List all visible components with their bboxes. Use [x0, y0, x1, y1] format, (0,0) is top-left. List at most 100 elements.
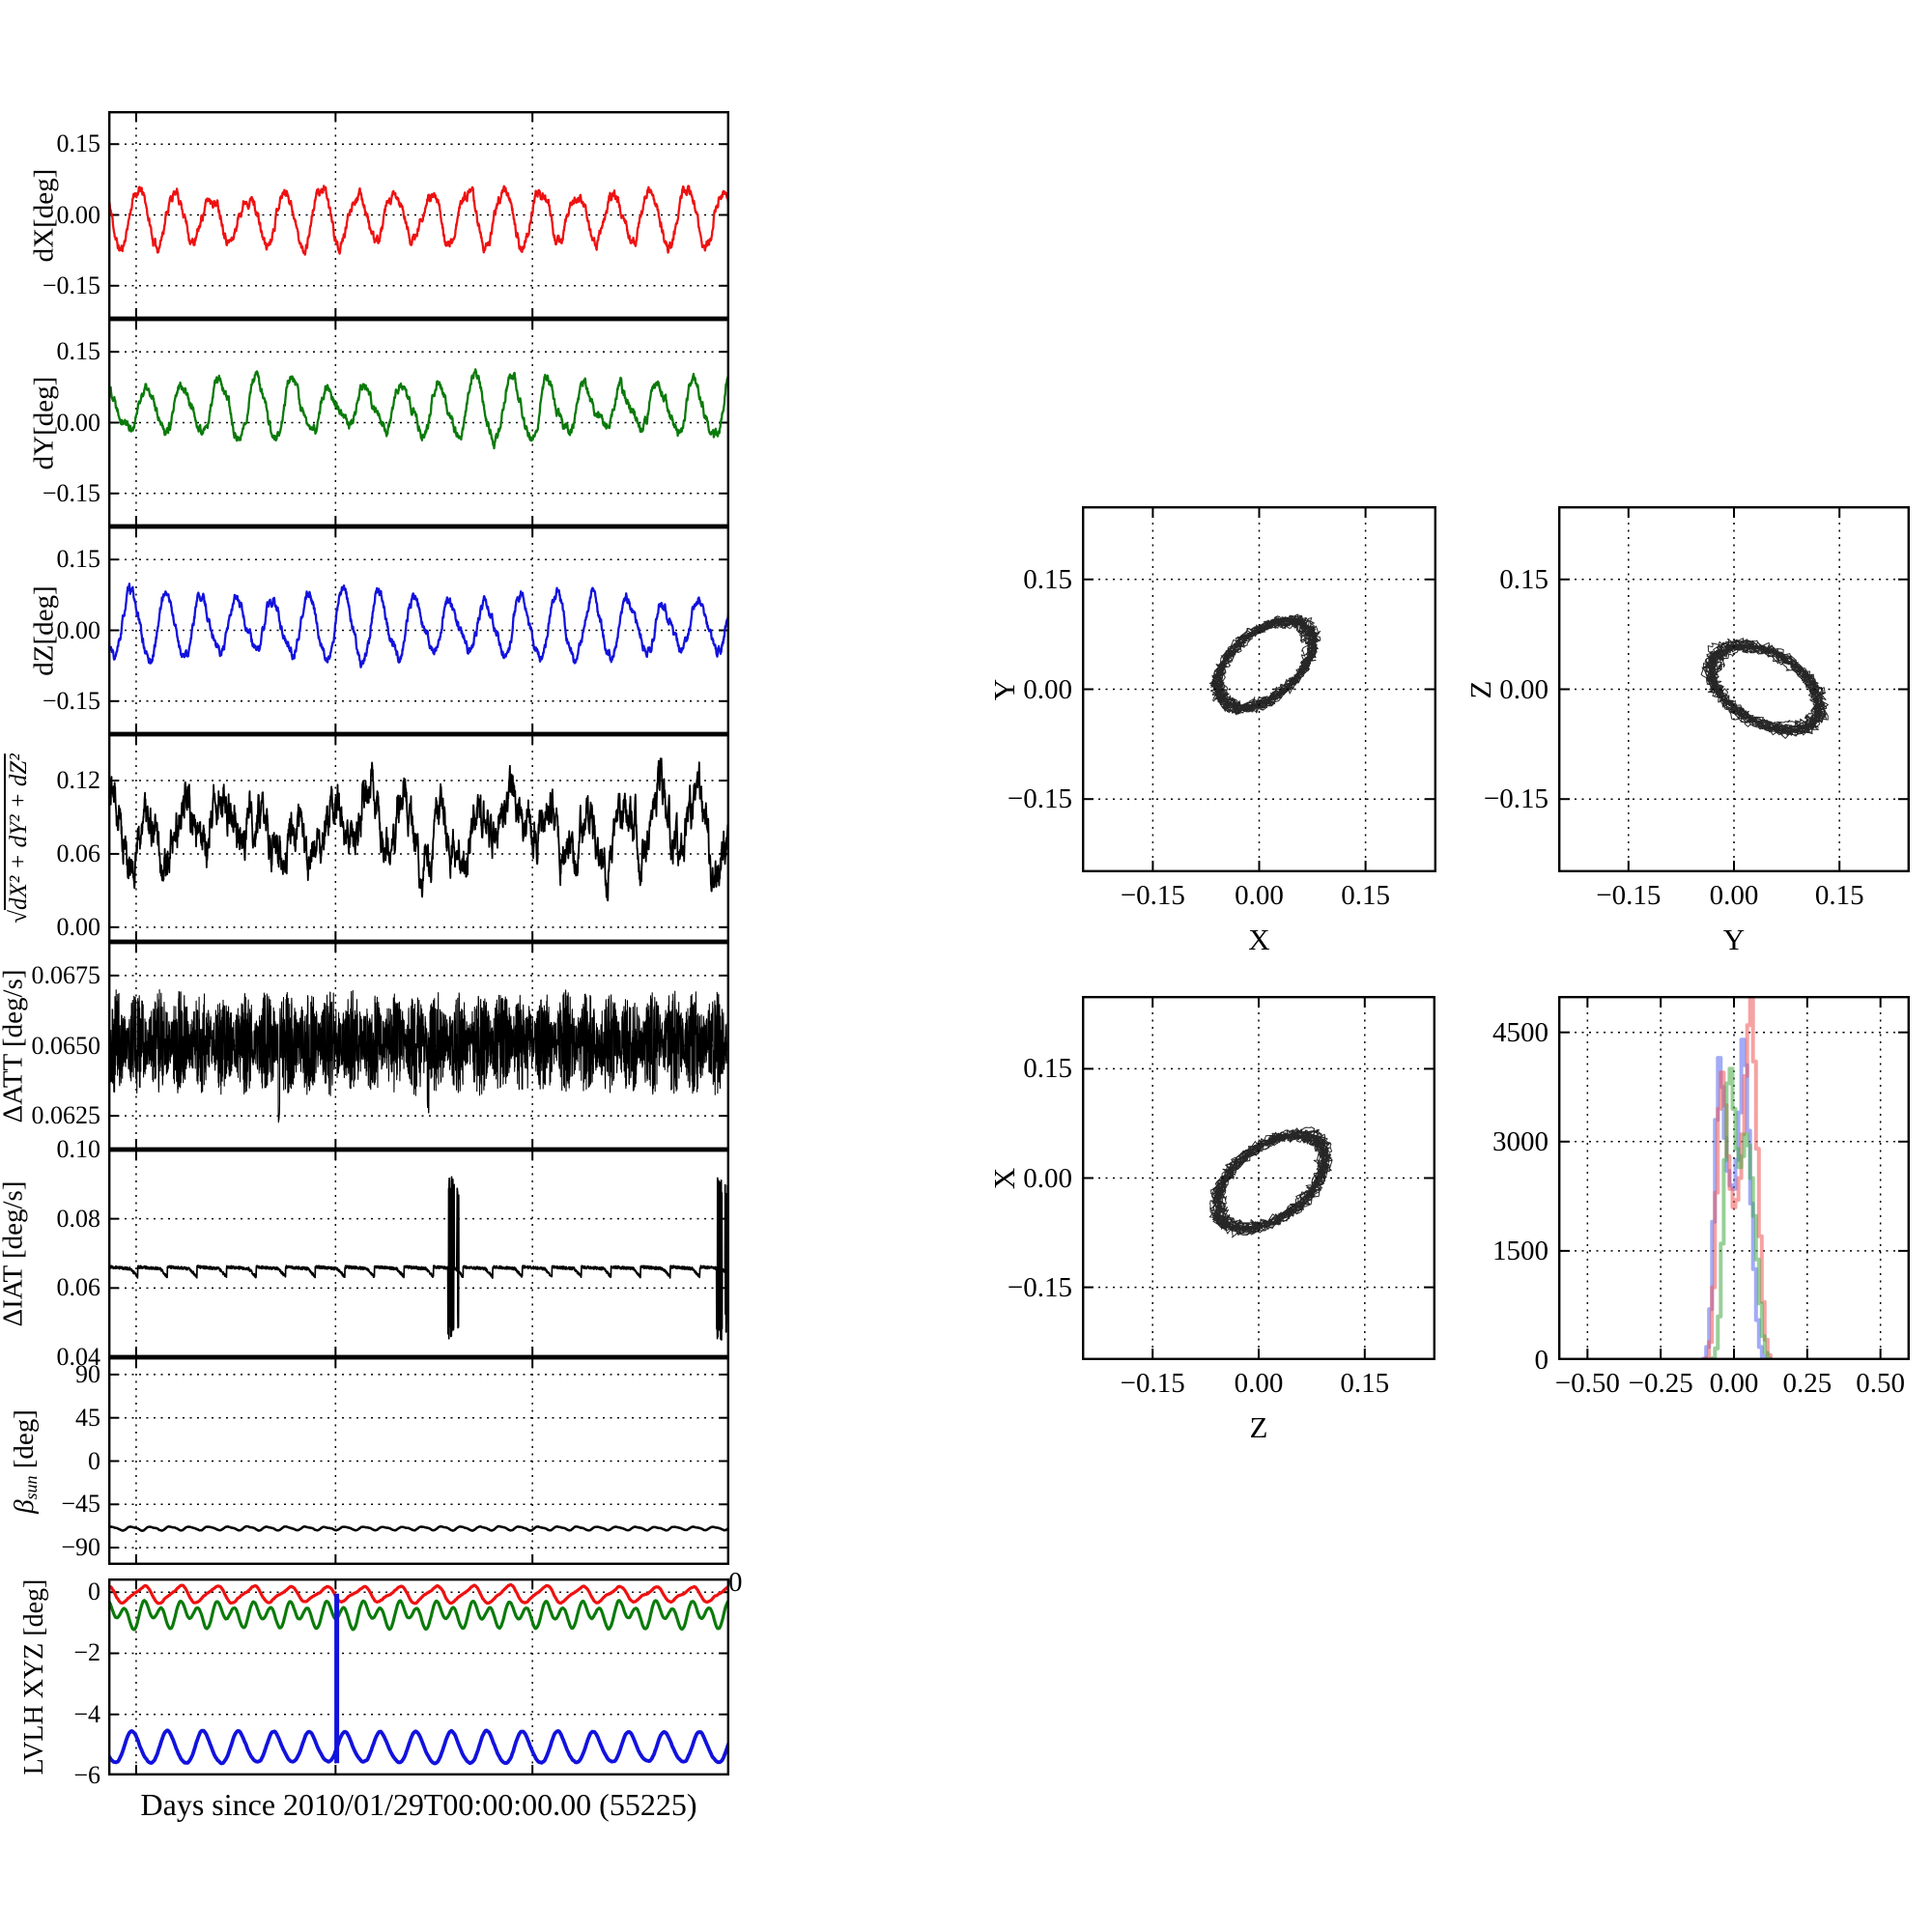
panel-dATT — [108, 942, 729, 1150]
dATT-plot-svg — [108, 942, 729, 1150]
hist-series-dY — [1710, 1066, 1773, 1360]
scatter-Z-vs-Y-xaxis-label: Y — [1722, 923, 1746, 956]
scatter-X-vs-Z-xtick-label: −0.15 — [1120, 1368, 1185, 1399]
dZ-axis-label: dZ[deg] — [28, 584, 60, 676]
mag-ytick-label: 0.06 — [56, 838, 101, 867]
histogram-plot-svg — [1558, 996, 1910, 1360]
mag-series-0 — [108, 757, 729, 902]
bsun-ytick-label: −45 — [61, 1490, 100, 1519]
dATT-ytick-label: 0.0650 — [31, 1031, 101, 1060]
lvlh-series-2 — [108, 1728, 729, 1766]
panel-bsun — [108, 1357, 729, 1565]
lvlh-ytick-label: −6 — [73, 1761, 100, 1789]
mag-plot-svg — [108, 734, 729, 942]
scatter-X-vs-Z-xtick-label: 0.15 — [1340, 1368, 1390, 1399]
dIAT-plot-svg — [108, 1150, 729, 1357]
panel-scatter-Y-vs-X — [1082, 506, 1436, 872]
scatter-Y-vs-X-yaxis-label: Y — [987, 678, 1021, 700]
scatter-X-vs-Z-ytick-label: 0.00 — [1023, 1162, 1072, 1194]
lvlh-series-1 — [108, 1599, 729, 1632]
dY-axis-label: dY[deg] — [28, 376, 60, 469]
dIAT-series-0 — [108, 1176, 729, 1341]
panel-scatter-Z-vs-Y — [1558, 506, 1910, 872]
scatter-X-vs-Z-yaxis-label: X — [987, 1167, 1021, 1189]
dX-series-0 — [108, 185, 729, 256]
dZ-ytick-label: 0.15 — [56, 545, 101, 574]
scatter-X-vs-Z-xaxis-label: Z — [1249, 1410, 1268, 1444]
scatter-Y-vs-X-ytick-label: 0.15 — [1023, 563, 1072, 595]
bsun-ytick-label: 90 — [75, 1359, 100, 1388]
scatter-Y-vs-X-ytick-label: 0.00 — [1023, 673, 1072, 705]
dIAT-ytick-label: 0.10 — [56, 1135, 101, 1163]
dZ-series-0 — [108, 582, 729, 668]
dATT-ytick-label: 0.0675 — [31, 960, 101, 989]
lvlh-axis-label: LVLH XYZ [deg] — [19, 1578, 49, 1776]
hist-xtick-label: −0.50 — [1554, 1368, 1620, 1399]
X-vs-Z-trajectory — [1208, 1126, 1333, 1238]
dIAT-axis-label: ΔIAT [deg/s] — [0, 1179, 29, 1327]
stray-zero-tick-label: 0 — [728, 1567, 743, 1598]
lvlh-ytick-label: 0 — [88, 1577, 100, 1606]
panel-dY — [108, 319, 729, 526]
hist-series-dX — [1704, 996, 1773, 1360]
scatter-Z-vs-Y-plot-svg — [1558, 506, 1910, 872]
dY-plot-svg — [108, 319, 729, 526]
scatter-Y-vs-X-xtick-label: 0.00 — [1235, 880, 1284, 911]
dX-axis-label: dX[deg] — [28, 168, 60, 262]
bsun-ytick-label: 0 — [88, 1446, 100, 1475]
panel-histogram — [1558, 996, 1910, 1360]
scatter-Z-vs-Y-xtick-label: −0.15 — [1596, 880, 1662, 911]
mag-ytick-label: 0.00 — [56, 912, 101, 941]
hist-xtick-label: 0.25 — [1782, 1368, 1833, 1399]
panel-dX — [108, 111, 729, 319]
hist-xtick-label: −0.25 — [1628, 1368, 1693, 1399]
scatter-Z-vs-Y-ytick-label: 0.00 — [1499, 673, 1548, 705]
scatter-Y-vs-X-xtick-label: −0.15 — [1120, 880, 1185, 911]
panel-scatter-X-vs-Z — [1082, 996, 1435, 1360]
mag-axis-label: √dX² + dY² + dZ² — [6, 753, 32, 923]
lvlh-plot-svg — [108, 1578, 729, 1776]
dX-ytick-label: −0.15 — [42, 270, 100, 299]
scatter-Z-vs-Y-ytick-label: −0.15 — [1483, 783, 1548, 815]
panel-mag — [108, 734, 729, 942]
scatter-Z-vs-Y-xtick-label: 0.15 — [1814, 880, 1864, 911]
scatter-X-vs-Z-ytick-label: −0.15 — [1007, 1271, 1072, 1303]
scatter-Y-vs-X-ytick-label: −0.15 — [1007, 783, 1072, 815]
dY-ytick-label: −0.15 — [42, 478, 100, 507]
dY-ytick-label: 0.15 — [56, 337, 101, 366]
scatter-Z-vs-Y-ytick-label: 0.15 — [1499, 563, 1548, 595]
dIAT-ytick-label: 0.06 — [56, 1273, 101, 1302]
panel-lvlh — [108, 1578, 729, 1776]
dZ-plot-svg — [108, 526, 729, 734]
hist-ytick-label: 0 — [1534, 1345, 1549, 1376]
scatter-X-vs-Z-ytick-label: 0.15 — [1023, 1053, 1072, 1085]
dZ-ytick-label: 0.00 — [56, 615, 101, 644]
scatter-Y-vs-X-xtick-label: 0.15 — [1341, 880, 1390, 911]
hist-ytick-label: 1500 — [1492, 1235, 1548, 1266]
bsun-axis-label: βsun [deg] — [9, 1408, 41, 1514]
hist-ytick-label: 4500 — [1492, 1016, 1548, 1048]
scatter-Z-vs-Y-yaxis-label: Z — [1463, 680, 1497, 698]
x-axis-label: Days since 2010/01/29T00:00:00.00 (55225… — [140, 1787, 697, 1822]
scatter-Z-vs-Y-xtick-label: 0.00 — [1709, 880, 1759, 911]
dIAT-ytick-label: 0.04 — [56, 1343, 101, 1371]
dY-series-0 — [108, 368, 729, 450]
hist-xtick-label: 0.50 — [1856, 1368, 1906, 1399]
lvlh-ytick-label: −4 — [73, 1699, 100, 1728]
dIAT-ytick-label: 0.08 — [56, 1204, 101, 1233]
dATT-ytick-label: 0.0625 — [31, 1101, 101, 1130]
scatter-X-vs-Z-plot-svg — [1082, 996, 1435, 1360]
lvlh-series-0 — [108, 1582, 729, 1605]
dATT-series-0 — [108, 989, 729, 1123]
panel-dZ — [108, 526, 729, 734]
scatter-Y-vs-X-plot-svg — [1082, 506, 1436, 872]
mag-ytick-label: 0.12 — [56, 766, 101, 795]
dATT-axis-label: ΔATT [deg/s] — [0, 968, 29, 1123]
panel-dIAT — [108, 1150, 729, 1357]
Y-vs-X-trajectory — [1208, 613, 1321, 716]
bsun-series-0 — [108, 1524, 729, 1532]
bsun-ytick-label: 45 — [75, 1403, 100, 1432]
Z-vs-Y-trajectory — [1700, 638, 1829, 739]
dX-ytick-label: 0.00 — [56, 200, 101, 229]
